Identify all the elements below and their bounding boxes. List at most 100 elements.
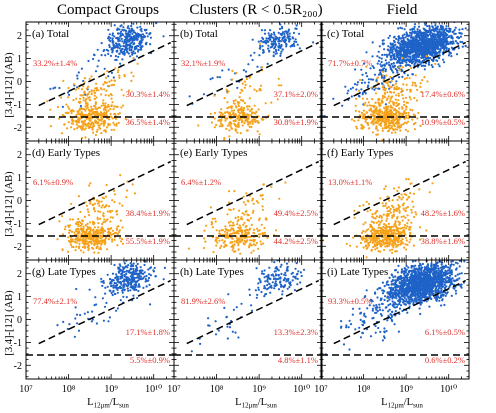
early-type-point xyxy=(400,87,403,90)
early-type-point xyxy=(71,119,74,122)
late-type-point xyxy=(283,35,286,38)
early-type-point xyxy=(82,107,85,111)
late-type-point xyxy=(433,34,436,37)
late-type-point xyxy=(281,27,284,30)
late-type-point xyxy=(127,52,130,55)
early-type-point xyxy=(107,238,110,241)
late-type-point xyxy=(430,36,433,40)
early-type-point xyxy=(400,193,403,196)
late-type-point xyxy=(361,78,364,82)
late-type-point xyxy=(107,37,110,40)
late-type-point xyxy=(270,40,273,43)
early-type-point xyxy=(70,126,73,129)
late-type-point xyxy=(394,43,397,46)
late-type-point xyxy=(113,35,116,38)
late-type-point xyxy=(116,36,119,39)
early-type-point xyxy=(89,200,92,203)
early-type-point xyxy=(259,194,262,197)
early-type-point xyxy=(400,215,403,218)
late-type-point xyxy=(423,50,426,53)
early-type-point xyxy=(101,228,104,231)
early-type-point xyxy=(371,119,374,123)
early-type-point xyxy=(187,247,190,250)
late-type-point xyxy=(395,80,398,83)
early-type-point xyxy=(78,220,81,223)
early-type-point xyxy=(383,116,386,119)
late-type-point xyxy=(111,41,114,44)
scatter-points xyxy=(322,178,434,259)
early-type-point xyxy=(92,131,95,134)
late-type-point xyxy=(143,35,146,38)
early-type-point xyxy=(391,251,394,254)
early-type-point xyxy=(250,125,253,128)
early-type-point xyxy=(63,123,66,126)
early-type-point xyxy=(416,88,419,91)
late-type-point xyxy=(114,58,117,62)
early-type-point xyxy=(405,198,409,201)
early-type-point xyxy=(377,119,380,123)
early-type-point xyxy=(355,127,359,130)
early-type-point xyxy=(360,123,363,126)
early-type-point xyxy=(391,100,394,103)
late-type-point xyxy=(149,43,152,46)
early-type-point xyxy=(78,231,81,234)
early-type-point xyxy=(398,107,401,110)
early-type-point xyxy=(103,111,106,114)
early-type-point xyxy=(369,240,372,244)
early-type-point xyxy=(95,112,98,115)
early-type-point xyxy=(236,230,239,233)
late-type-point xyxy=(439,37,442,40)
late-type-point xyxy=(392,71,395,74)
late-type-point xyxy=(126,26,129,29)
late-type-point xyxy=(435,59,438,62)
early-type-point xyxy=(78,238,81,241)
early-type-point xyxy=(67,105,70,108)
early-type-point xyxy=(394,221,397,225)
late-type-point xyxy=(118,52,121,55)
late-type-point xyxy=(132,50,135,53)
early-type-point xyxy=(364,120,367,123)
early-type-point xyxy=(246,113,249,116)
late-type-point xyxy=(461,45,464,48)
early-type-point xyxy=(120,88,123,91)
late-type-point xyxy=(441,28,444,31)
late-type-point xyxy=(367,84,370,87)
diagonal-dashed-line xyxy=(186,41,320,107)
late-type-point xyxy=(440,31,443,34)
early-type-point xyxy=(86,102,89,105)
early-type-point xyxy=(106,70,109,73)
late-type-point xyxy=(447,47,450,51)
late-type-point xyxy=(269,35,272,38)
late-type-point xyxy=(387,36,390,40)
late-type-point xyxy=(400,40,403,43)
early-type-point xyxy=(375,120,378,123)
early-type-point xyxy=(76,127,79,130)
early-type-point xyxy=(90,93,93,96)
early-type-point xyxy=(386,91,389,94)
late-type-point xyxy=(162,18,164,20)
late-type-point xyxy=(360,68,363,71)
early-type-point xyxy=(245,241,248,244)
late-type-point xyxy=(294,38,297,41)
late-type-point xyxy=(400,53,404,57)
late-type-point xyxy=(122,34,125,37)
early-type-point xyxy=(226,107,229,110)
early-type-point xyxy=(364,221,367,224)
early-type-point xyxy=(401,93,404,97)
late-type-point xyxy=(344,85,347,88)
early-type-point xyxy=(274,229,278,232)
late-type-point xyxy=(121,58,124,61)
early-type-point xyxy=(114,112,117,116)
early-type-point xyxy=(88,126,91,130)
late-type-point xyxy=(404,40,407,44)
early-type-point xyxy=(405,88,409,91)
late-type-point xyxy=(383,67,386,70)
early-type-point xyxy=(377,97,380,100)
y-tick-label: 1 xyxy=(17,173,22,184)
early-type-point xyxy=(402,83,405,86)
early-type-point xyxy=(103,88,106,91)
early-type-point xyxy=(253,118,257,121)
percentage-upper: 32.1%±1.9% xyxy=(181,58,225,68)
panel-title: (b) Total xyxy=(180,28,218,40)
scatter-points xyxy=(188,22,315,141)
